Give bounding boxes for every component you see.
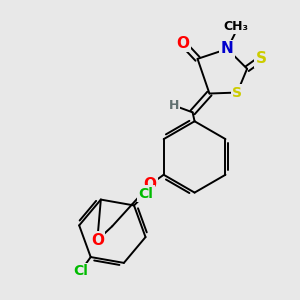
Text: CH₃: CH₃: [224, 20, 249, 33]
Text: N: N: [221, 41, 234, 56]
Text: O: O: [143, 177, 156, 192]
Text: O: O: [91, 233, 104, 248]
Text: S: S: [256, 51, 266, 66]
Text: S: S: [232, 85, 242, 100]
Text: H: H: [169, 99, 179, 112]
Text: Cl: Cl: [139, 187, 153, 200]
Text: O: O: [176, 35, 189, 50]
Text: Cl: Cl: [74, 264, 88, 278]
